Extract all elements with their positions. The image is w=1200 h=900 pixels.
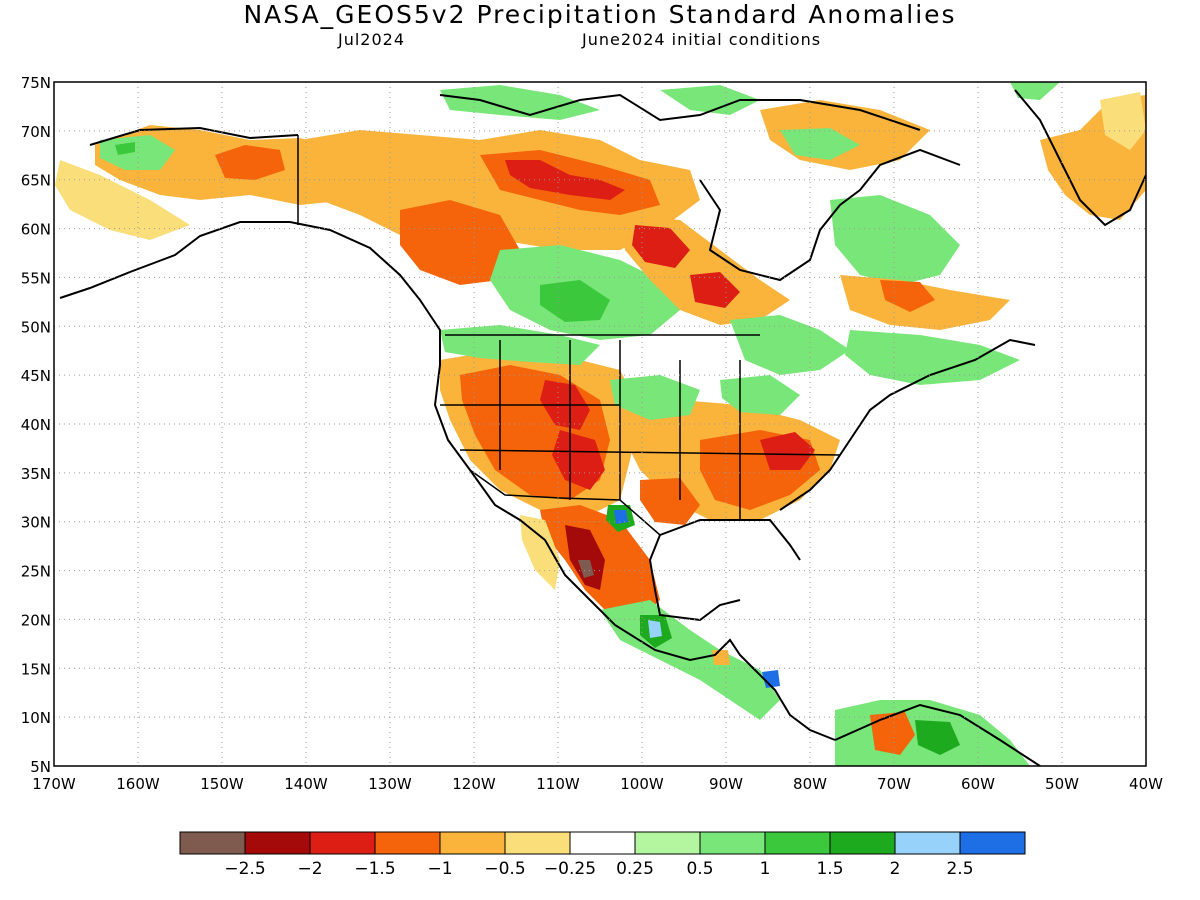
anomaly-region — [632, 225, 690, 268]
legend-label: −2 — [297, 859, 322, 879]
lon-tick-label: 140W — [284, 775, 328, 793]
lat-tick-label: 70N — [21, 123, 51, 141]
legend-swatch — [894, 831, 961, 855]
lon-tick-label: 170W — [32, 775, 76, 793]
anomaly-region — [578, 560, 594, 578]
lat-tick-label: 35N — [21, 465, 51, 483]
lat-tick-label: 15N — [21, 660, 51, 678]
lat-tick-label: 75N — [21, 74, 51, 92]
anomaly-region — [915, 720, 960, 755]
anomaly-region — [540, 280, 610, 322]
legend-label: 2 — [890, 859, 901, 879]
anomaly-region — [845, 330, 1020, 385]
anomaly-region — [565, 525, 605, 590]
legend-label: −0.5 — [484, 859, 525, 879]
anomaly-region — [712, 650, 730, 665]
anomaly-region — [830, 195, 960, 285]
target-month: Jul2024 — [338, 30, 406, 49]
lon-tick-label: 40W — [1129, 775, 1163, 793]
lon-tick-label: 110W — [536, 775, 580, 793]
anomaly-region — [614, 510, 628, 524]
lat-tick-label: 30N — [21, 514, 51, 532]
legend-swatch — [439, 831, 506, 855]
map-frame — [53, 81, 1147, 767]
legend-swatch — [244, 831, 311, 855]
legend-swatch — [374, 831, 441, 855]
color-legend: −2.5 −2 −1.5 −1 −0.5 −0.25 0.25 0.5 1 1.5 2 2.5 — [179, 831, 1026, 879]
anomaly-region — [115, 142, 135, 155]
lat-tick-label: 65N — [21, 172, 51, 190]
lon-tick-label: 90W — [709, 775, 743, 793]
lat-tick-label: 50N — [21, 318, 51, 336]
lat-tick-label: 55N — [21, 269, 51, 287]
lat-tick-label: 40N — [21, 416, 51, 434]
lon-tick-label: 160W — [116, 775, 160, 793]
lon-tick-label: 80W — [793, 775, 827, 793]
anomaly-region — [552, 430, 605, 490]
legend-label: −1.5 — [354, 859, 395, 879]
anomaly-region — [730, 315, 850, 375]
anomaly-region — [648, 620, 662, 638]
legend-swatch — [699, 831, 766, 855]
coastlines — [59, 89, 1146, 766]
legend-swatch — [569, 831, 636, 855]
anomaly-region — [690, 272, 740, 308]
legend-label: 1 — [760, 859, 771, 879]
legend-label: 1.5 — [816, 859, 843, 879]
lon-tick-label: 50W — [1045, 775, 1079, 793]
anomaly-region — [55, 160, 190, 240]
legend-label: −2.5 — [224, 859, 265, 879]
anomaly-region — [762, 670, 780, 688]
legend-swatch — [764, 831, 831, 855]
legend-swatch — [959, 831, 1026, 855]
anomaly-region — [215, 145, 285, 180]
lon-tick-label: 120W — [452, 775, 496, 793]
initial-conditions: June2024 initial conditions — [582, 30, 822, 49]
anomaly-region — [520, 515, 560, 590]
lon-tick-label: 60W — [961, 775, 995, 793]
map-title: NASA_GEOS5v2 Precipitation Standard Anom… — [243, 0, 957, 29]
lat-tick-label: 45N — [21, 367, 51, 385]
lon-tick-label: 130W — [368, 775, 412, 793]
anomaly-region — [640, 478, 700, 525]
anomaly-region — [660, 85, 760, 115]
lat-tick-label: 60N — [21, 221, 51, 239]
legend-label: 0.25 — [616, 859, 654, 879]
grid-lines — [54, 82, 1146, 766]
legend-swatch — [309, 831, 376, 855]
anomaly-region — [870, 712, 915, 755]
lat-tick-label: 5N — [30, 758, 51, 776]
legend-swatch — [179, 831, 246, 855]
anomaly-region — [780, 128, 860, 160]
legend-swatch — [634, 831, 701, 855]
lat-tick-label: 10N — [21, 709, 51, 727]
lon-tick-label: 70W — [877, 775, 911, 793]
legend-label: 2.5 — [946, 859, 973, 879]
lat-tick-label: 20N — [21, 611, 51, 629]
latitude-labels: 75N 70N 65N 60N 55N 50N 45N 40N 35N 30N 25N 20N 15N 1… — [21, 74, 51, 776]
legend-label: 0.5 — [686, 859, 713, 879]
anomaly-region — [1100, 92, 1146, 150]
lon-tick-label: 100W — [620, 775, 664, 793]
legend-label: −0.25 — [544, 859, 596, 879]
anomaly-region — [440, 85, 600, 120]
longitude-labels: 170W 160W 150W 140W 130W 120W 110W 100W 90W 80W 70… — [32, 775, 1163, 793]
legend-label: −1 — [427, 859, 452, 879]
political-borders — [297, 135, 841, 536]
anomaly-region — [1010, 82, 1060, 100]
lat-tick-label: 25N — [21, 563, 51, 581]
anomaly-region — [610, 375, 700, 420]
legend-swatch — [504, 831, 571, 855]
anomaly-region — [400, 200, 520, 285]
anomaly-region — [760, 432, 815, 470]
lon-tick-label: 150W — [200, 775, 244, 793]
legend-swatch — [829, 831, 896, 855]
